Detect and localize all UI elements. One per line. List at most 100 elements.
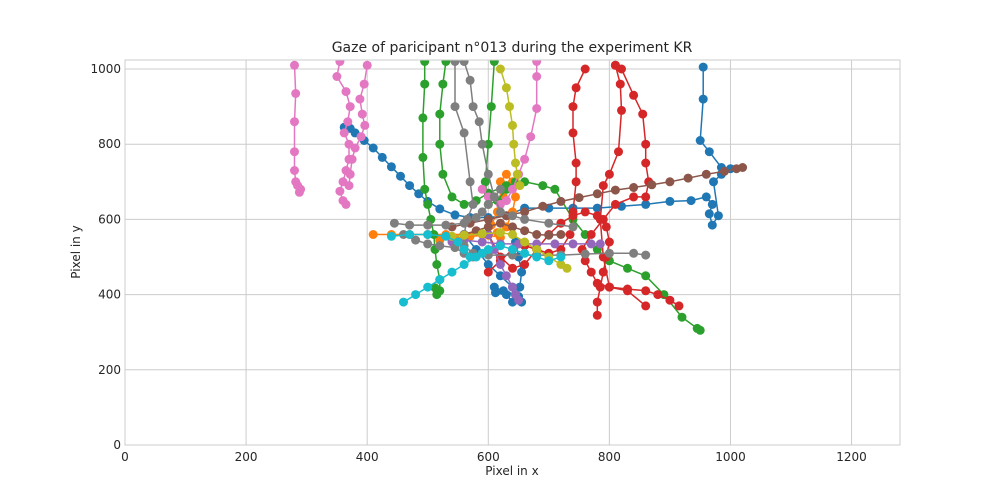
gaze-point bbox=[520, 207, 530, 217]
gaze-point bbox=[610, 185, 620, 195]
gaze-point bbox=[405, 230, 415, 239]
gaze-point bbox=[568, 102, 578, 112]
gaze-point bbox=[511, 158, 520, 168]
gaze-point bbox=[483, 222, 493, 232]
gaze-point bbox=[386, 231, 396, 241]
gaze-series bbox=[344, 60, 372, 191]
gaze-point bbox=[586, 230, 596, 239]
gaze-point bbox=[405, 220, 415, 230]
gaze-point bbox=[532, 104, 542, 113]
gaze-point bbox=[595, 282, 605, 292]
gaze-point bbox=[435, 275, 445, 285]
gaze-point bbox=[345, 102, 355, 112]
gaze-point bbox=[438, 79, 448, 89]
gaze-point bbox=[538, 181, 548, 191]
gaze-point bbox=[418, 152, 428, 162]
gaze-point bbox=[508, 211, 517, 221]
gaze-point bbox=[701, 192, 711, 202]
gaze-point bbox=[617, 105, 626, 115]
y-tick-label: 0 bbox=[113, 438, 121, 452]
gaze-point bbox=[359, 79, 369, 89]
gaze-point bbox=[738, 163, 748, 172]
gaze-point bbox=[435, 109, 445, 119]
gaze-point bbox=[508, 184, 517, 194]
x-tick-label: 1200 bbox=[836, 450, 867, 464]
gaze-point bbox=[508, 282, 517, 292]
gaze-point bbox=[532, 60, 542, 66]
gaze-point bbox=[441, 60, 451, 66]
gaze-point bbox=[477, 139, 487, 149]
gaze-point bbox=[477, 207, 487, 217]
y-tick-label: 1000 bbox=[90, 62, 121, 76]
gaze-point bbox=[471, 213, 481, 222]
gaze-series bbox=[447, 163, 748, 232]
gaze-point bbox=[377, 152, 387, 162]
gaze-point bbox=[665, 177, 675, 187]
gaze-point bbox=[592, 297, 602, 307]
gaze-point bbox=[335, 186, 345, 196]
gaze-point bbox=[614, 147, 623, 157]
series-line bbox=[348, 65, 368, 186]
gaze-point bbox=[638, 109, 648, 119]
gaze-point bbox=[360, 120, 370, 130]
gaze-point bbox=[459, 60, 469, 66]
gaze-point bbox=[435, 139, 445, 149]
gaze-series bbox=[495, 64, 525, 191]
gaze-point bbox=[423, 199, 433, 209]
gaze-point bbox=[501, 271, 511, 281]
gaze-point bbox=[474, 117, 484, 127]
gaze-point bbox=[468, 199, 478, 209]
gaze-point bbox=[508, 120, 517, 130]
gaze-point bbox=[550, 239, 560, 249]
gaze-point bbox=[294, 187, 304, 197]
gaze-point bbox=[290, 147, 299, 157]
gaze-point bbox=[709, 177, 718, 187]
gaze-point bbox=[357, 109, 367, 119]
gaze-point bbox=[556, 218, 566, 228]
gaze-point bbox=[290, 117, 299, 127]
gaze-point bbox=[562, 263, 572, 273]
gaze-point bbox=[701, 169, 711, 179]
gaze-point bbox=[580, 207, 590, 217]
gaze-point bbox=[459, 245, 469, 254]
gaze-series bbox=[459, 60, 578, 232]
gaze-point bbox=[477, 184, 487, 194]
gaze-point bbox=[574, 193, 584, 203]
gaze-point bbox=[489, 60, 499, 66]
gaze-point bbox=[568, 211, 578, 221]
gaze-point bbox=[423, 220, 433, 230]
gaze-point bbox=[568, 128, 578, 138]
gaze-point bbox=[698, 94, 708, 104]
gaze-point bbox=[453, 237, 463, 247]
gaze-point bbox=[641, 286, 651, 296]
gaze-point bbox=[508, 230, 517, 239]
chart-title: Gaze of paricipant n°013 during the expe… bbox=[332, 40, 693, 56]
gaze-point bbox=[345, 169, 355, 179]
gaze-point bbox=[698, 62, 708, 72]
gaze-point bbox=[501, 169, 511, 179]
gaze-point bbox=[641, 158, 651, 168]
gaze-point bbox=[432, 260, 442, 269]
gaze-point bbox=[604, 237, 614, 247]
gaze-point bbox=[465, 75, 475, 85]
gaze-point bbox=[356, 132, 366, 142]
gaze-point bbox=[592, 189, 602, 199]
gaze-point bbox=[571, 177, 581, 187]
gaze-point bbox=[580, 256, 590, 266]
gaze-point bbox=[438, 169, 448, 179]
gaze-point bbox=[695, 325, 705, 335]
gaze-point bbox=[629, 90, 639, 100]
gaze-point bbox=[495, 64, 505, 74]
gaze-point bbox=[580, 249, 590, 259]
gaze-point bbox=[641, 199, 651, 209]
gaze-point bbox=[604, 169, 614, 179]
gaze-point bbox=[465, 177, 475, 187]
gaze-point bbox=[339, 128, 349, 138]
gaze-point bbox=[509, 139, 519, 149]
gaze-point bbox=[335, 60, 345, 66]
gaze-series bbox=[447, 228, 572, 273]
gaze-point bbox=[532, 72, 542, 81]
gaze-point bbox=[517, 267, 527, 277]
x-tick-label: 0 bbox=[121, 450, 129, 464]
gaze-point bbox=[343, 117, 353, 127]
